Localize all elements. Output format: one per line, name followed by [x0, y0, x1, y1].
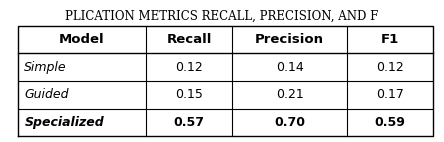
Text: PLICATION METRICS RECALL, PRECISION, AND F: PLICATION METRICS RECALL, PRECISION, AND…: [65, 10, 379, 23]
Text: 0.12: 0.12: [175, 61, 203, 74]
Text: Recall: Recall: [166, 33, 212, 46]
Text: 0.70: 0.70: [274, 116, 305, 129]
Text: 0.21: 0.21: [276, 88, 303, 101]
Text: 0.57: 0.57: [174, 116, 204, 129]
Text: F1: F1: [381, 33, 399, 46]
Text: 0.12: 0.12: [376, 61, 404, 74]
Text: 0.14: 0.14: [276, 61, 303, 74]
Text: Guided: Guided: [24, 88, 69, 101]
Text: 0.15: 0.15: [175, 88, 203, 101]
Text: 0.59: 0.59: [375, 116, 405, 129]
Text: Model: Model: [59, 33, 105, 46]
Text: Precision: Precision: [255, 33, 324, 46]
Text: 0.17: 0.17: [376, 88, 404, 101]
Text: Simple: Simple: [24, 61, 67, 74]
Text: Specialized: Specialized: [24, 116, 104, 129]
